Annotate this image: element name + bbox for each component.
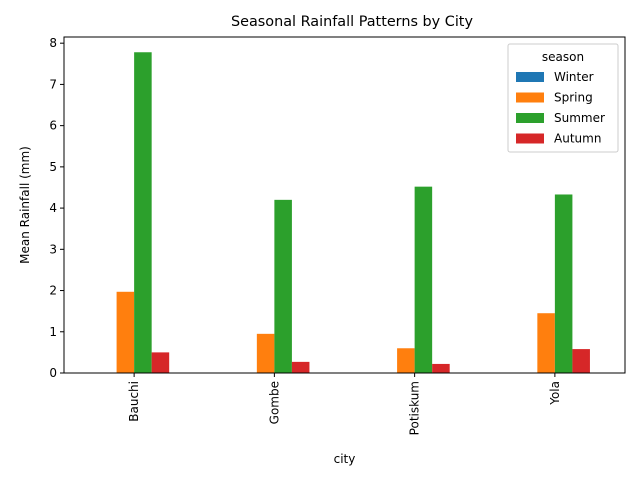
y-tick-label: 1	[49, 325, 57, 339]
y-tick-label: 4	[49, 201, 57, 215]
bar-autumn-bauchi	[151, 352, 170, 373]
bar-autumn-yola	[572, 349, 590, 373]
legend-label-summer: Summer	[554, 111, 605, 125]
chart-title: Seasonal Rainfall Patterns by City	[231, 14, 473, 30]
y-axis-label: Mean Rainfall (mm)	[18, 146, 32, 264]
x-tick-label: Yola	[548, 381, 562, 406]
bars-group	[116, 52, 590, 373]
y-tick-label: 3	[49, 242, 57, 256]
bar-autumn-gombe	[291, 361, 310, 373]
legend-swatch-summer	[516, 113, 544, 123]
legend-box	[507, 43, 619, 153]
legend: season Winter Spring Summer Autumn	[507, 43, 619, 153]
legend-title: season	[542, 50, 584, 64]
y-tick-label: 7	[49, 77, 57, 91]
bar-summer-potiskum	[414, 186, 433, 373]
y-axis: 0 1 2 3 4 5 6 7 8	[49, 36, 64, 380]
bar-summer-yola	[554, 194, 573, 373]
legend-swatch-winter	[516, 72, 544, 82]
legend-swatch-autumn	[516, 133, 544, 144]
legend-label-autumn: Autumn	[554, 132, 601, 146]
x-tick-label: Bauchi	[127, 381, 141, 422]
x-axis: Bauchi Gombe Potiskum Yola	[127, 373, 562, 435]
bar-spring-potiskum	[397, 348, 415, 373]
y-tick-label: 8	[49, 36, 57, 50]
x-tick-label: Potiskum	[408, 381, 422, 435]
bar-spring-yola	[537, 313, 555, 373]
y-tick-label: 5	[49, 160, 57, 174]
legend-swatch-spring	[516, 92, 544, 103]
y-tick-label: 0	[49, 366, 57, 380]
legend-label-spring: Spring	[554, 91, 593, 105]
bar-summer-bauchi	[134, 52, 152, 373]
bar-summer-gombe	[274, 199, 292, 373]
x-tick-label: Gombe	[267, 381, 281, 424]
plot-frame	[63, 36, 626, 374]
y-tick-label: 2	[49, 284, 57, 298]
bar-spring-bauchi	[116, 291, 135, 373]
bar-spring-gombe	[256, 333, 275, 373]
legend-label-winter: Winter	[554, 70, 594, 84]
x-axis-label: city	[334, 452, 356, 466]
y-tick-label: 6	[49, 119, 57, 133]
bar-autumn-potiskum	[432, 363, 450, 373]
